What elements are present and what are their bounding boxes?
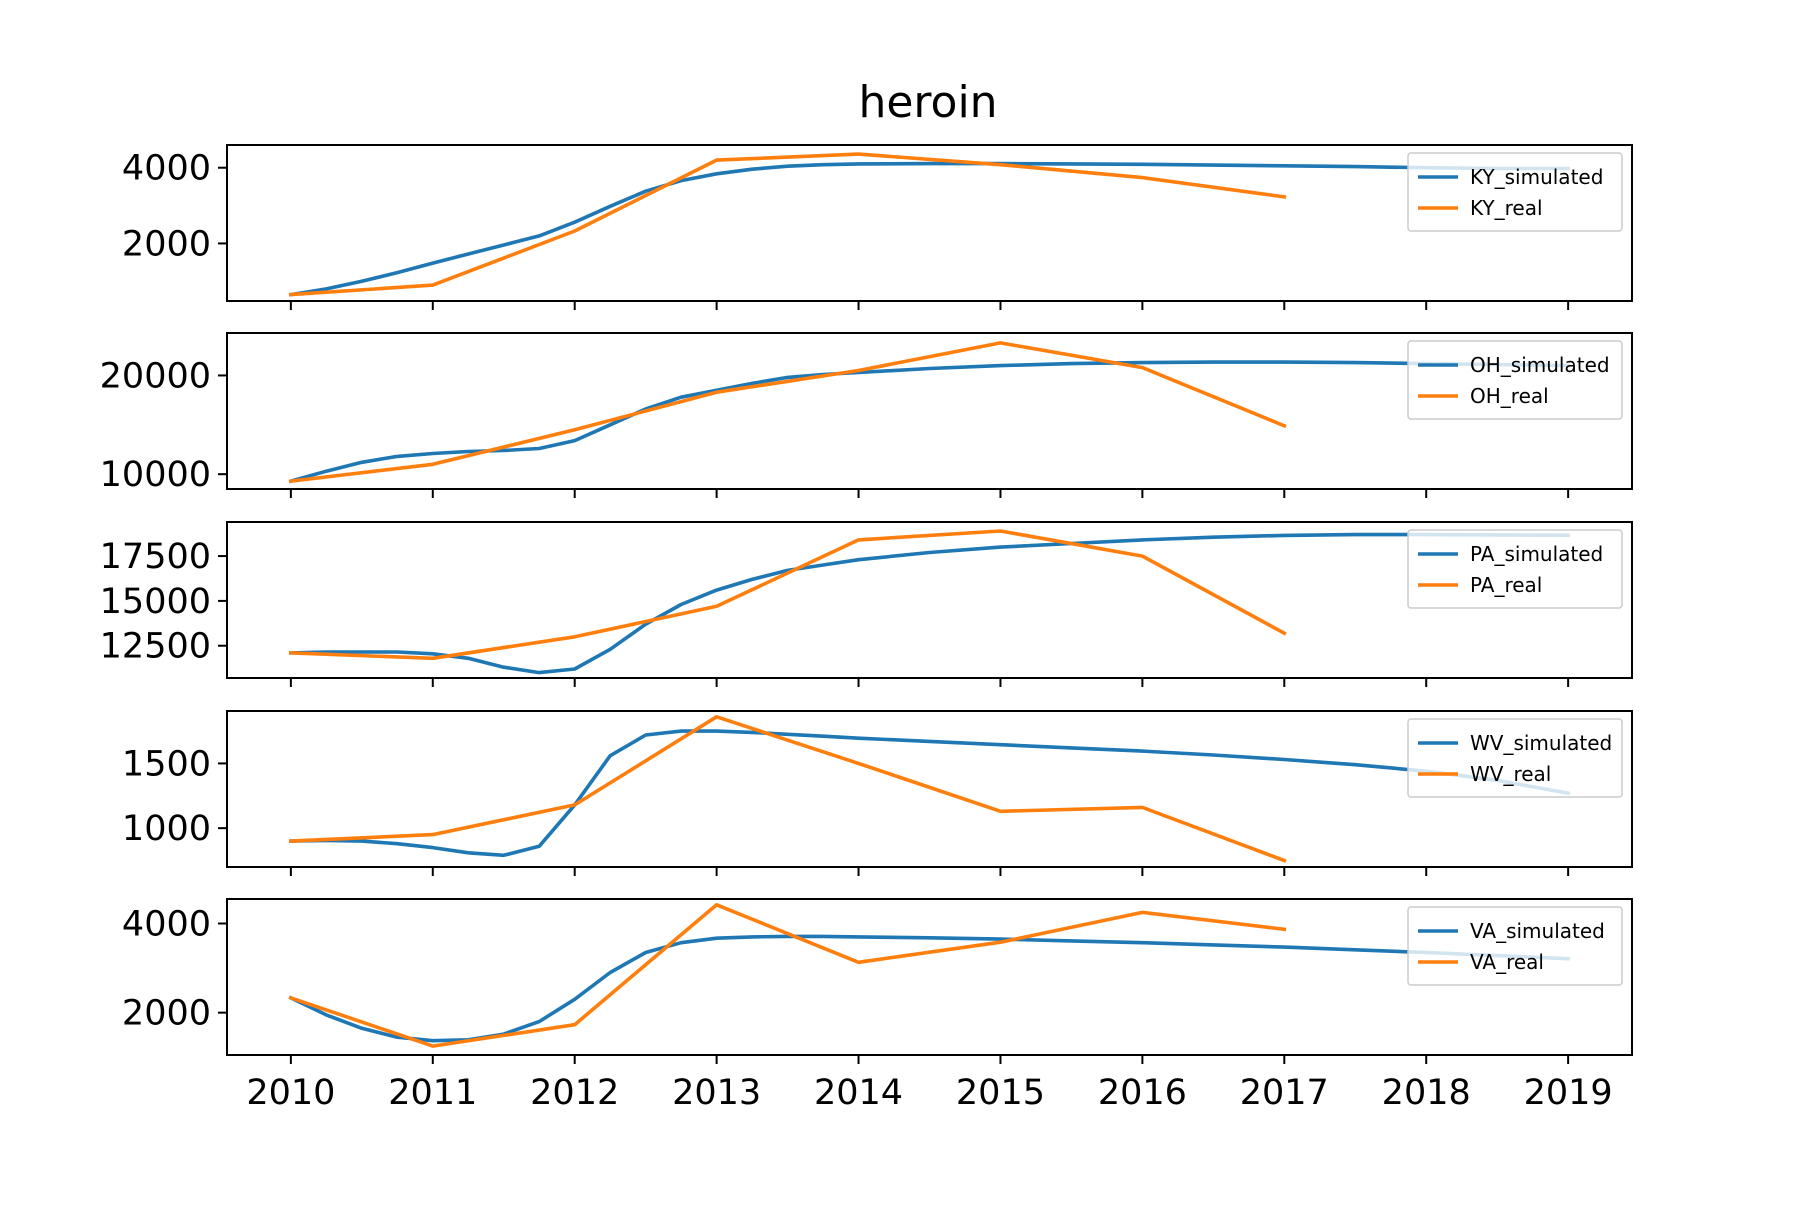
y-tick-label: 17500 bbox=[100, 537, 211, 577]
plot-frame bbox=[226, 898, 1633, 1056]
legend-label: VA_real bbox=[1470, 950, 1544, 974]
series-line-WV_simulated bbox=[289, 729, 1571, 858]
x-tick-label: 2018 bbox=[1382, 1073, 1471, 1113]
panel-ky: 2000 4000 KY_simulated KY_real bbox=[122, 144, 1633, 310]
legend-box bbox=[1407, 718, 1623, 798]
series-line-VA_simulated bbox=[288, 934, 1570, 1043]
series-line-WV_real bbox=[289, 714, 1287, 863]
legend-label: KY_real bbox=[1470, 196, 1543, 220]
panel-wv: 1000 1500 WV_simulated WV_real bbox=[122, 710, 1633, 876]
legend-box bbox=[1407, 529, 1623, 609]
panel-oh: 10000 20000 OH_simulated OH_real bbox=[100, 332, 1633, 498]
y-tick-label: 4000 bbox=[122, 905, 211, 945]
x-tick-label: 2016 bbox=[1098, 1073, 1187, 1113]
plot-frame bbox=[226, 144, 1633, 302]
y-tick-label: 12500 bbox=[100, 627, 211, 667]
x-tick-label: 2015 bbox=[956, 1073, 1045, 1113]
x-tick-label: 2017 bbox=[1240, 1073, 1329, 1113]
panel-va: 2000 4000 2010 2011 2012 2013 2014 2015 2016 2017… bbox=[122, 898, 1633, 1113]
legend-label: WV_real bbox=[1470, 762, 1551, 786]
plot-frame bbox=[226, 332, 1633, 490]
y-tick-label: 4000 bbox=[122, 149, 211, 189]
legend: WV_simulated WV_real bbox=[1407, 718, 1623, 798]
x-tick-label: 2010 bbox=[246, 1073, 335, 1113]
x-tick-label: 2014 bbox=[814, 1073, 903, 1113]
y-tick-label: 2000 bbox=[122, 224, 211, 264]
x-tick-label: 2019 bbox=[1524, 1073, 1613, 1113]
y-tick-label: 1500 bbox=[122, 744, 211, 784]
legend-box bbox=[1407, 906, 1623, 986]
legend: KY_simulated KY_real bbox=[1407, 152, 1623, 232]
legend: VA_simulated VA_real bbox=[1407, 906, 1623, 986]
legend-label: WV_simulated bbox=[1470, 731, 1612, 755]
plot-frame bbox=[226, 521, 1633, 679]
legend-label: OH_real bbox=[1470, 384, 1549, 408]
legend-label: OH_simulated bbox=[1470, 353, 1610, 377]
legend-box bbox=[1407, 340, 1623, 420]
panel-pa: 12500 15000 17500 PA_simulated PA_real bbox=[100, 521, 1633, 687]
legend: OH_simulated OH_real bbox=[1407, 340, 1623, 420]
x-tick-label: 2011 bbox=[388, 1073, 477, 1113]
legend-label: KY_simulated bbox=[1470, 165, 1603, 189]
y-tick-label: 20000 bbox=[100, 356, 211, 396]
legend-label: VA_simulated bbox=[1470, 919, 1605, 943]
y-tick-label: 10000 bbox=[100, 455, 211, 495]
y-tick-label: 2000 bbox=[122, 994, 211, 1034]
legend-box bbox=[1407, 152, 1623, 232]
plot-frame bbox=[226, 710, 1633, 868]
series-line-PA_real bbox=[289, 529, 1287, 661]
y-tick-label: 15000 bbox=[100, 582, 211, 622]
chart-panels: 2000 4000 KY_simulated KY_real 10000 20000 OH_… bbox=[100, 144, 1633, 1113]
y-tick-label: 1000 bbox=[122, 809, 211, 849]
series-line-KY_simulated bbox=[288, 161, 1570, 297]
legend-label: PA_real bbox=[1470, 573, 1542, 597]
x-tick-label: 2013 bbox=[672, 1073, 761, 1113]
series-line-OH_simulated bbox=[288, 360, 1570, 484]
series-line-KY_real bbox=[288, 152, 1287, 297]
series-line-VA_real bbox=[288, 902, 1287, 1048]
legend: PA_simulated PA_real bbox=[1407, 529, 1623, 609]
legend-label: PA_simulated bbox=[1470, 542, 1603, 566]
series-line-OH_real bbox=[288, 341, 1287, 484]
chart-title: heroin bbox=[858, 77, 997, 128]
x-tick-label: 2012 bbox=[530, 1073, 619, 1113]
